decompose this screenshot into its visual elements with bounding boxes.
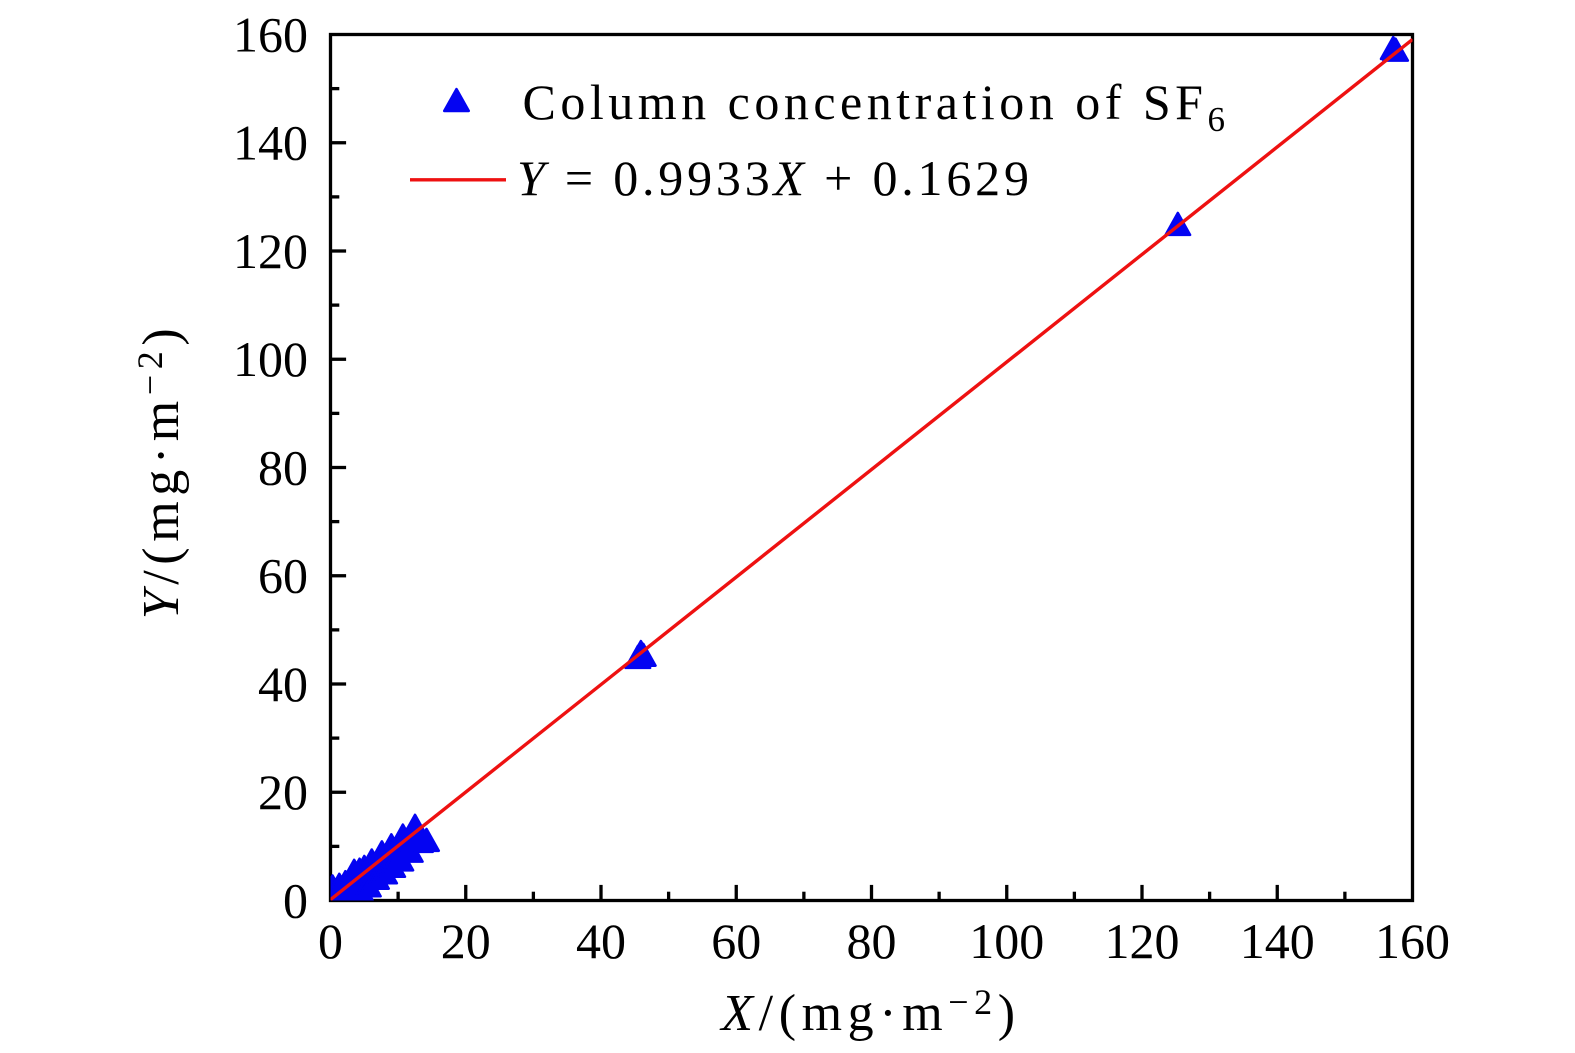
svg-text:20: 20 bbox=[441, 913, 491, 969]
svg-text:60: 60 bbox=[258, 548, 308, 604]
svg-text:140: 140 bbox=[1240, 913, 1315, 969]
svg-text:120: 120 bbox=[1105, 913, 1180, 969]
svg-text:Y = 0.9933X + 0.1629: Y = 0.9933X + 0.1629 bbox=[517, 150, 1033, 206]
svg-text:160: 160 bbox=[233, 6, 308, 62]
svg-text:160: 160 bbox=[1375, 913, 1450, 969]
svg-text:0: 0 bbox=[283, 872, 308, 928]
svg-text:80: 80 bbox=[258, 439, 308, 495]
svg-text:40: 40 bbox=[258, 656, 308, 712]
svg-text:100: 100 bbox=[969, 913, 1044, 969]
svg-text:120: 120 bbox=[233, 223, 308, 279]
svg-text:40: 40 bbox=[576, 913, 626, 969]
svg-text:80: 80 bbox=[847, 913, 897, 969]
svg-text:60: 60 bbox=[711, 913, 761, 969]
svg-text:100: 100 bbox=[233, 331, 308, 387]
svg-text:0: 0 bbox=[318, 913, 343, 969]
svg-text:X/(mg·m−2): X/(mg·m−2) bbox=[719, 982, 1020, 1042]
svg-text:Column concentration of SF6: Column concentration of SF6 bbox=[523, 74, 1230, 139]
svg-text:Y/(mg·m−2): Y/(mg·m−2) bbox=[130, 323, 190, 620]
svg-text:140: 140 bbox=[233, 115, 308, 171]
svg-text:20: 20 bbox=[258, 764, 308, 820]
